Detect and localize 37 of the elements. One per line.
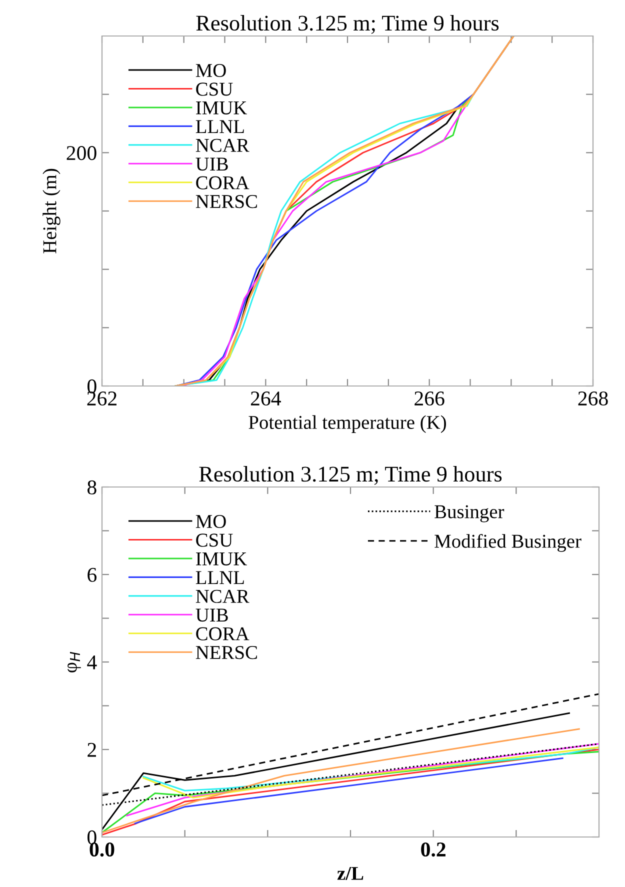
x-tick-label: 268 xyxy=(578,391,608,406)
x-axis-title: z/L xyxy=(337,866,364,880)
legend-label: MO xyxy=(196,64,226,78)
legend-label: NCAR xyxy=(196,590,250,603)
y-tick-label: 6 xyxy=(88,568,97,582)
y-tick-label: 0 xyxy=(88,379,96,394)
line-series xyxy=(102,728,580,834)
legend-label: NERSC xyxy=(196,646,257,660)
legend-label: CORA xyxy=(196,627,250,640)
y-tick-label: 200 xyxy=(66,146,96,160)
legend-label: IMUK xyxy=(196,102,247,114)
legend-label: NERSC xyxy=(196,195,257,208)
legend-label: MO xyxy=(196,514,226,528)
legend-label: CSU xyxy=(196,534,233,547)
legend-label: NCAR xyxy=(196,138,250,152)
x-tick-label: 266 xyxy=(414,392,444,406)
legend-label: CSU xyxy=(196,82,233,96)
y-tick-label: 8 xyxy=(88,480,96,494)
x-tick-label: 0.2 xyxy=(421,842,446,857)
x-tick-label: 262 xyxy=(87,392,116,406)
y-tick-label: 4 xyxy=(87,656,97,670)
x-tick-label: 0.0 xyxy=(90,842,114,857)
x-axis-title: Potential temperature (K) xyxy=(248,415,446,433)
y-axis-title: Height (m) xyxy=(42,168,60,254)
chart-title: Resolution 3.125 m; Time 9 hours xyxy=(199,466,502,485)
legend-label: UIB xyxy=(196,158,228,171)
legend-label: LLNL xyxy=(196,571,244,584)
legend-label: Businger xyxy=(434,505,504,522)
chart-title: Resolution 3.125 m; Time 9 hours xyxy=(196,15,499,34)
legend-label: IMUK xyxy=(196,552,247,566)
legend-label: LLNL xyxy=(196,120,244,134)
x-tick-label: 264 xyxy=(250,392,281,406)
legend-label: Modified Businger xyxy=(434,534,582,552)
y-tick-label: 2 xyxy=(88,742,96,757)
legend-label: UIB xyxy=(196,608,228,622)
y-axis-title: φ$_{H}$ xyxy=(68,652,81,672)
legend-label: CORA xyxy=(196,176,250,190)
